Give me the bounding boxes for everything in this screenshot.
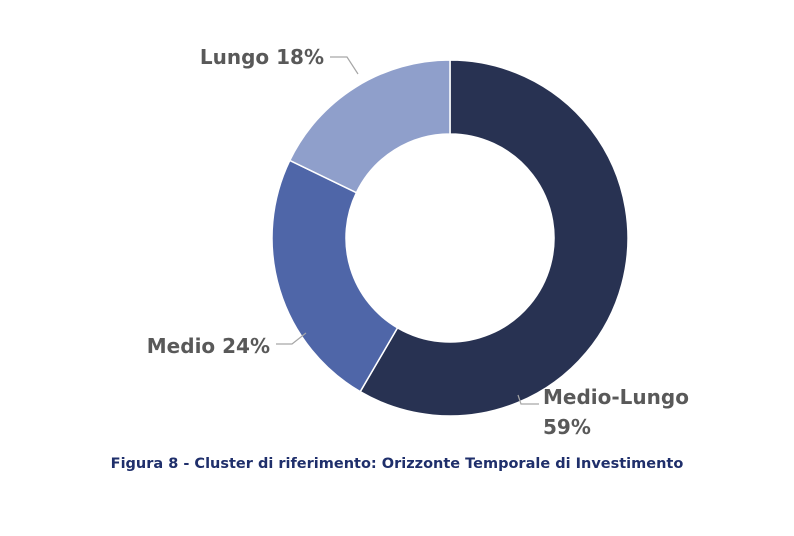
- leader-lines-group: [276, 56, 539, 405]
- donut-chart: Medio-Lungo 59% Medio 24% Lungo 18%: [147, 45, 689, 439]
- leader-line-medio: [276, 332, 307, 345]
- labels-group: Medio-Lungo 59% Medio 24% Lungo 18%: [147, 45, 689, 439]
- data-label-medio: Medio 24%: [147, 334, 270, 358]
- slice-medio: [271, 159, 399, 393]
- figure-caption: Figura 8 - Cluster di riferimento: Orizz…: [110, 456, 684, 472]
- slices-group: [271, 59, 629, 417]
- leader-line-medio-lungo: [517, 394, 539, 405]
- slice-medio-lungo: [359, 59, 629, 417]
- slice-lungo: [288, 59, 451, 194]
- data-label-medio-lungo: Medio-Lungo 59%: [543, 385, 689, 439]
- data-label-lungo: Lungo 18%: [200, 45, 324, 69]
- leader-line-lungo: [330, 56, 359, 75]
